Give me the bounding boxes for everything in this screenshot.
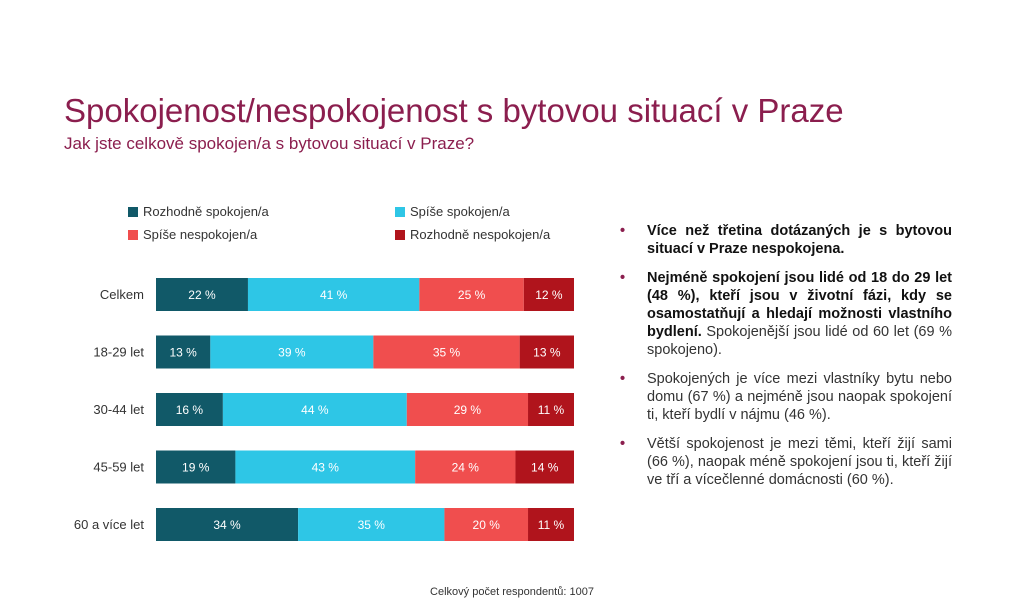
bar-segment <box>528 393 574 426</box>
legend-item-spise-nespokojen: Spíše nespokojen/a <box>128 227 257 242</box>
data-label: 34 % <box>213 518 241 532</box>
page-subtitle: Jak jste celkově spokojen/a s bytovou si… <box>64 134 475 153</box>
data-label: 11 % <box>538 518 565 532</box>
finding-item: • Více než třetina dotázaných je s bytov… <box>620 222 952 258</box>
respondent-count-note: Celkový počet respondentů: 1007 <box>430 586 594 598</box>
data-label: 29 % <box>454 403 482 417</box>
legend-swatch <box>395 206 405 217</box>
data-label: 13 % <box>169 346 197 360</box>
data-label: 13 % <box>533 346 561 360</box>
finding-item: • Větší spokojenost je mezi těmi, kteří … <box>620 435 952 489</box>
legend-label: Spíše spokojen/a <box>410 204 510 219</box>
category-label: Celkem <box>100 287 144 302</box>
bar-segment <box>528 508 574 541</box>
bar-segment <box>373 335 520 369</box>
findings-list: • Více než třetina dotázaných je s bytov… <box>620 222 952 500</box>
data-label: 19 % <box>182 461 210 475</box>
data-label: 35 % <box>358 518 386 532</box>
bar-segment <box>156 508 299 541</box>
bar-segment <box>406 393 529 426</box>
bar-segment <box>210 335 374 369</box>
bar-segment <box>156 278 248 311</box>
category-label: 18-29 let <box>93 345 144 360</box>
data-label: 44 % <box>301 403 329 417</box>
data-label: 12 % <box>535 288 563 302</box>
data-label: 35 % <box>433 346 461 360</box>
bullet-marker: • <box>620 436 626 452</box>
legend-label: Rozhodně nespokojen/a <box>410 227 551 242</box>
category-label: 60 a více let <box>74 517 144 532</box>
legend-label: Spíše nespokojen/a <box>143 227 258 242</box>
finding-text: Spokojených je více mezi vlastníky bytu … <box>647 371 952 423</box>
data-label: 20 % <box>473 518 501 532</box>
legend-swatch <box>395 229 405 240</box>
finding-text: Spokojenější jsou lidé od 60 let (69 % s… <box>647 324 952 358</box>
bar-segment <box>156 393 223 426</box>
bar-segment <box>419 278 524 311</box>
data-label: 41 % <box>320 288 348 302</box>
bar-segment <box>247 278 420 311</box>
legend-swatch <box>128 229 138 240</box>
bar-segment <box>444 508 529 541</box>
bar-segment <box>222 393 407 426</box>
bar-segment <box>156 335 211 369</box>
data-label: 22 % <box>188 288 216 302</box>
page-title: Spokojenost/nespokojenost s bytovou situ… <box>64 92 844 129</box>
data-label: 24 % <box>452 461 480 475</box>
bar-segment <box>235 450 416 484</box>
bar-segment <box>515 450 574 484</box>
category-label: 30-44 let <box>93 402 144 417</box>
data-label: 16 % <box>176 403 204 417</box>
legend-item-spise-spokojen: Spíše spokojen/a <box>395 204 510 219</box>
finding-item: • Nejméně spokojení jsou lidé od 18 do 2… <box>620 269 952 359</box>
finding-text: Větší spokojenost je mezi těmi, kteří ži… <box>647 436 952 488</box>
data-label: 14 % <box>531 461 559 475</box>
finding-bold-text: Nejméně spokojení jsou lidé od 18 do 29 … <box>647 270 952 340</box>
legend-item-rozhodne-spokojen: Rozhodně spokojen/a <box>128 204 269 219</box>
bullet-marker: • <box>620 270 626 286</box>
bar-segment <box>519 335 574 369</box>
data-label: 11 % <box>538 403 565 417</box>
legend-swatch <box>128 206 138 217</box>
bar-segment <box>156 450 236 484</box>
finding-item: • Spokojených je více mezi vlastníky byt… <box>620 370 952 424</box>
bar-segment <box>523 278 574 311</box>
bar-segment <box>298 508 445 541</box>
legend-item-rozhodne-nespokojen: Rozhodně nespokojen/a <box>395 227 550 242</box>
bullet-marker: • <box>620 223 626 239</box>
data-label: 43 % <box>312 461 340 475</box>
data-label: 39 % <box>278 346 306 360</box>
category-label: 45-59 let <box>93 460 144 475</box>
legend-label: Rozhodně spokojen/a <box>143 204 269 219</box>
stacked-bar-chart: Celkem 22 % 41 % 25 % 12 % 18-29 let 13 % 39 % 3… <box>74 278 574 541</box>
finding-bold-text: Více než třetina dotázaných je s bytovou… <box>647 223 952 257</box>
bar-segment <box>415 450 516 484</box>
bullet-marker: • <box>620 371 626 387</box>
data-label: 25 % <box>458 288 486 302</box>
chart-legend: Rozhodně spokojen/a Spíše spokojen/a Spí… <box>128 204 588 248</box>
